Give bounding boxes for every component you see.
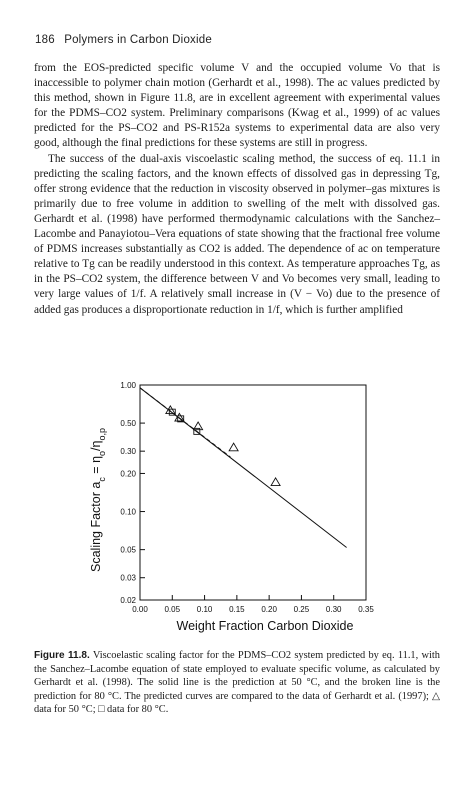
x-axis-label: Weight Fraction Carbon Dioxide bbox=[177, 619, 354, 633]
data-point-80c bbox=[177, 415, 185, 423]
data-point-80c bbox=[193, 427, 201, 435]
x-tick-label: 0.15 bbox=[229, 605, 245, 614]
prediction-line-50c bbox=[139, 387, 347, 548]
scaling-factor-chart: 1.00 0.50 0.30 0.20 0.10 0.05 0.03 0.02 0.00 0.0… bbox=[89, 381, 374, 633]
plot-area-frame bbox=[139, 384, 367, 601]
y-tick-label: 0.02 bbox=[120, 596, 136, 605]
x-tick-label: 0.25 bbox=[294, 605, 310, 614]
data-point-50c bbox=[192, 421, 204, 431]
caption-text: Viscoelastic scaling factor for the PDMS… bbox=[34, 650, 440, 716]
y-tick-label: 0.05 bbox=[120, 546, 136, 555]
running-title: Polymers in Carbon Dioxide bbox=[64, 34, 212, 46]
data-point-50c bbox=[165, 405, 176, 414]
x-tick-label: 0.20 bbox=[261, 605, 277, 614]
y-tick-label: 0.20 bbox=[120, 469, 136, 478]
caption-label: Figure 11.8. bbox=[34, 650, 90, 661]
figure-caption: Figure 11.8. Viscoelastic scaling factor… bbox=[34, 649, 440, 717]
figure-11-8: 1.00 0.50 0.30 0.20 0.10 0.05 0.03 0.02 0.00 0.0… bbox=[82, 345, 442, 645]
y-tick-label: 0.50 bbox=[120, 419, 136, 428]
x-tick-label: 0.10 bbox=[197, 605, 213, 614]
x-tick-label: 0.35 bbox=[358, 605, 374, 614]
running-header: 186 Polymers in Carbon Dioxide bbox=[35, 34, 212, 46]
y-axis-label: Scaling Factor ac = ηo/ηo,p bbox=[89, 428, 107, 572]
prediction-line-80c bbox=[139, 387, 231, 458]
paragraph-1: from the EOS-predicted specific volume V… bbox=[34, 62, 440, 150]
page-number: 186 bbox=[35, 34, 55, 46]
y-tick-label: 0.10 bbox=[120, 508, 136, 517]
x-tick-label: 0.05 bbox=[164, 605, 180, 614]
y-tick-label: 0.30 bbox=[120, 447, 136, 456]
paragraph-2: The success of the dual-axis viscoelasti… bbox=[34, 152, 440, 316]
data-point-80c bbox=[168, 408, 176, 416]
body-text: from the EOS-predicted specific volume V… bbox=[34, 61, 440, 318]
data-point-50c bbox=[270, 476, 281, 486]
data-point-50c bbox=[228, 442, 239, 452]
y-tick-label: 1.00 bbox=[120, 381, 136, 390]
y-tick-label: 0.03 bbox=[120, 574, 136, 583]
data-point-50c bbox=[174, 412, 185, 422]
x-tick-label: 0.00 bbox=[132, 605, 148, 614]
x-tick-label: 0.30 bbox=[326, 605, 342, 614]
